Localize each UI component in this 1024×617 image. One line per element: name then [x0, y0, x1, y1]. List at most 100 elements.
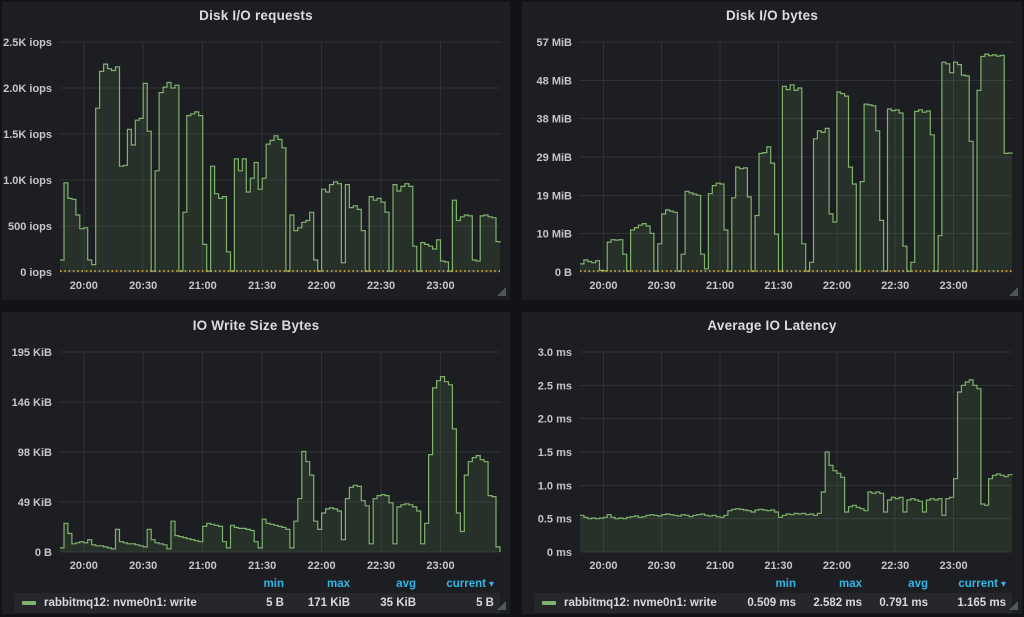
- legend-sort-min[interactable]: min: [775, 578, 796, 590]
- x-axis-tick-label: 21:30: [248, 560, 276, 572]
- x-axis-tick-label: 20:00: [589, 560, 617, 572]
- y-axis-tick-label: 146 KiB: [12, 397, 52, 409]
- series-line: [580, 53, 1013, 272]
- series-name[interactable]: rabbitmq12: nvme0n1: write: [564, 597, 717, 609]
- legend-sort-max[interactable]: max: [838, 578, 862, 590]
- legend-header: min max avg current ▾: [522, 576, 1022, 592]
- panel-disk-io-requests: Disk I/O requests 0 iops 500 iops 1.0K iop…: [2, 2, 510, 300]
- legend-header: min max avg current ▾: [2, 576, 510, 592]
- panel-resize-handle[interactable]: [497, 287, 506, 296]
- y-axis-tick-label: 3.0 ms: [538, 347, 572, 359]
- legend-value-max: 2.582 ms: [813, 597, 862, 609]
- panel-header-disk-io-bytes[interactable]: Disk I/O bytes: [522, 2, 1022, 28]
- y-axis-tick-label: 98 KiB: [18, 447, 52, 459]
- x-axis-tick-label: 23:00: [426, 560, 454, 572]
- legend-value-current: 1.165 ms: [957, 597, 1006, 609]
- series-area: [60, 64, 500, 272]
- x-axis-tick-label: 20:00: [589, 280, 617, 292]
- chart-canvas-average-io-latency[interactable]: 0 ms 0.5 ms 1.0 ms 1.5 ms 2.0 ms 2.5 ms 3.0 ms…: [522, 338, 1022, 576]
- y-axis-tick-label: 48 MiB: [537, 75, 573, 87]
- series-area: [580, 54, 1012, 272]
- y-axis-tick-label: 1.0 ms: [538, 480, 572, 492]
- chart-canvas-io-write-size-bytes[interactable]: 0 B 49 KiB 98 KiB 146 KiB 195 KiB 20:00 20:30 2…: [2, 338, 510, 576]
- x-axis-tick-label: 21:00: [706, 280, 734, 292]
- legend-value-max: 171 KiB: [307, 597, 350, 609]
- legend-sort-current-label: current: [958, 578, 998, 590]
- panel-header-average-io-latency[interactable]: Average IO Latency: [522, 312, 1022, 338]
- x-axis-tick-label: 21:00: [706, 560, 734, 572]
- y-axis-tick-label: 29 MiB: [537, 152, 573, 164]
- y-axis-tick-label: 2.5 ms: [538, 380, 572, 392]
- x-axis-tick-label: 22:00: [308, 280, 336, 292]
- y-axis-tick-label: 0 B: [35, 547, 52, 559]
- panel-title: Disk I/O bytes: [725, 7, 819, 23]
- y-axis-tick-label: 195 KiB: [12, 347, 52, 359]
- y-axis-tick-label: 2.0 ms: [538, 414, 572, 426]
- legend-value-min: 0.509 ms: [747, 597, 796, 609]
- legend-value-avg: 0.791 ms: [879, 597, 928, 609]
- sort-caret-icon: ▾: [488, 579, 494, 590]
- x-axis-tick-label: 23:00: [426, 280, 454, 292]
- sort-caret-icon: ▾: [1000, 579, 1006, 590]
- legend-sort-current[interactable]: current ▾: [928, 578, 1006, 590]
- y-axis-tick-label: 38 MiB: [537, 114, 573, 126]
- y-axis-tick-label: 0 ms: [547, 547, 572, 559]
- legend-sort-avg[interactable]: avg: [908, 578, 928, 590]
- panel-resize-handle[interactable]: [1009, 287, 1018, 296]
- x-axis-tick-label: 21:00: [189, 280, 217, 292]
- legend-sort-min[interactable]: min: [263, 578, 284, 590]
- y-axis-tick-label: 1.5K iops: [3, 129, 52, 141]
- x-axis-tick-label: 22:30: [881, 560, 909, 572]
- y-axis-tick-label: 0.5 ms: [538, 514, 572, 526]
- y-axis-tick-label: 10 MiB: [537, 229, 573, 241]
- legend-series-row: rabbitmq12: nvme0n1: write 5 B 171 KiB 3…: [14, 593, 500, 613]
- y-axis-tick-label: 1.5 ms: [538, 447, 572, 459]
- series-name[interactable]: rabbitmq12: nvme0n1: write: [44, 597, 197, 609]
- legend-series-row: rabbitmq12: nvme0n1: write 0.509 ms 2.58…: [534, 593, 1012, 613]
- series-color-swatch[interactable]: [542, 601, 556, 605]
- legend-value-avg: 35 KiB: [380, 597, 416, 609]
- series-color-swatch[interactable]: [22, 601, 36, 605]
- x-axis-tick-label: 21:00: [189, 560, 217, 572]
- x-axis-tick-label: 20:30: [648, 560, 676, 572]
- x-axis-tick-label: 20:30: [129, 560, 157, 572]
- panel-header-io-write-size-bytes[interactable]: IO Write Size Bytes: [2, 312, 510, 338]
- x-axis-tick-label: 22:30: [881, 280, 909, 292]
- legend-sort-current-label: current: [446, 578, 486, 590]
- y-axis-tick-label: 2.0K iops: [3, 83, 52, 95]
- panel-header-disk-io-requests[interactable]: Disk I/O requests: [2, 2, 510, 28]
- x-axis-tick-label: 22:00: [823, 280, 851, 292]
- y-axis-tick-label: 0 iops: [20, 267, 52, 279]
- x-axis-tick-label: 20:30: [648, 280, 676, 292]
- legend-value-current: 5 B: [476, 597, 494, 609]
- panel-average-io-latency: Average IO Latency 0 ms 0.5 ms 1.0 ms 1.5 m…: [522, 312, 1022, 614]
- panel-title: Disk I/O requests: [199, 7, 313, 23]
- panel-title: IO Write Size Bytes: [192, 317, 320, 333]
- y-axis-tick-label: 2.5K iops: [3, 37, 52, 49]
- series-area: [580, 379, 1012, 552]
- y-axis-tick-label: 500 iops: [8, 221, 52, 233]
- legend-sort-current[interactable]: current ▾: [416, 578, 494, 590]
- x-axis-tick-label: 20:00: [70, 560, 98, 572]
- x-axis-tick-label: 23:00: [940, 560, 968, 572]
- chart-canvas-disk-io-requests[interactable]: 0 iops 500 iops 1.0K iops 1.5K iops 2.0K iop…: [2, 28, 510, 296]
- legend-value-min: 5 B: [266, 597, 284, 609]
- legend-sort-max[interactable]: max: [326, 578, 350, 590]
- legend: min max avg current ▾ rabbitmq12: nvme0n1…: [522, 576, 1022, 614]
- legend-sort-avg[interactable]: avg: [396, 578, 416, 590]
- chart-canvas-disk-io-bytes[interactable]: 0 B 10 MiB 19 MiB 29 MiB 38 MiB 48 MiB 57 MiB 2…: [522, 28, 1022, 296]
- panel-resize-handle[interactable]: [497, 601, 506, 610]
- series-line: [60, 376, 501, 552]
- x-axis-tick-label: 22:30: [367, 280, 395, 292]
- x-axis-tick-label: 23:00: [940, 280, 968, 292]
- series-line: [60, 63, 501, 272]
- x-axis-tick-label: 21:30: [764, 280, 792, 292]
- panel-resize-handle[interactable]: [1009, 601, 1018, 610]
- legend: min max avg current ▾ rabbitmq12: nvme0n1…: [2, 576, 510, 614]
- x-axis-tick-label: 21:30: [248, 280, 276, 292]
- x-axis-tick-label: 22:30: [367, 560, 395, 572]
- series-area: [60, 376, 500, 552]
- x-axis-tick-label: 22:00: [823, 560, 851, 572]
- panel-io-write-size-bytes: IO Write Size Bytes 0 B 49 KiB 98 KiB 146 K…: [2, 312, 510, 614]
